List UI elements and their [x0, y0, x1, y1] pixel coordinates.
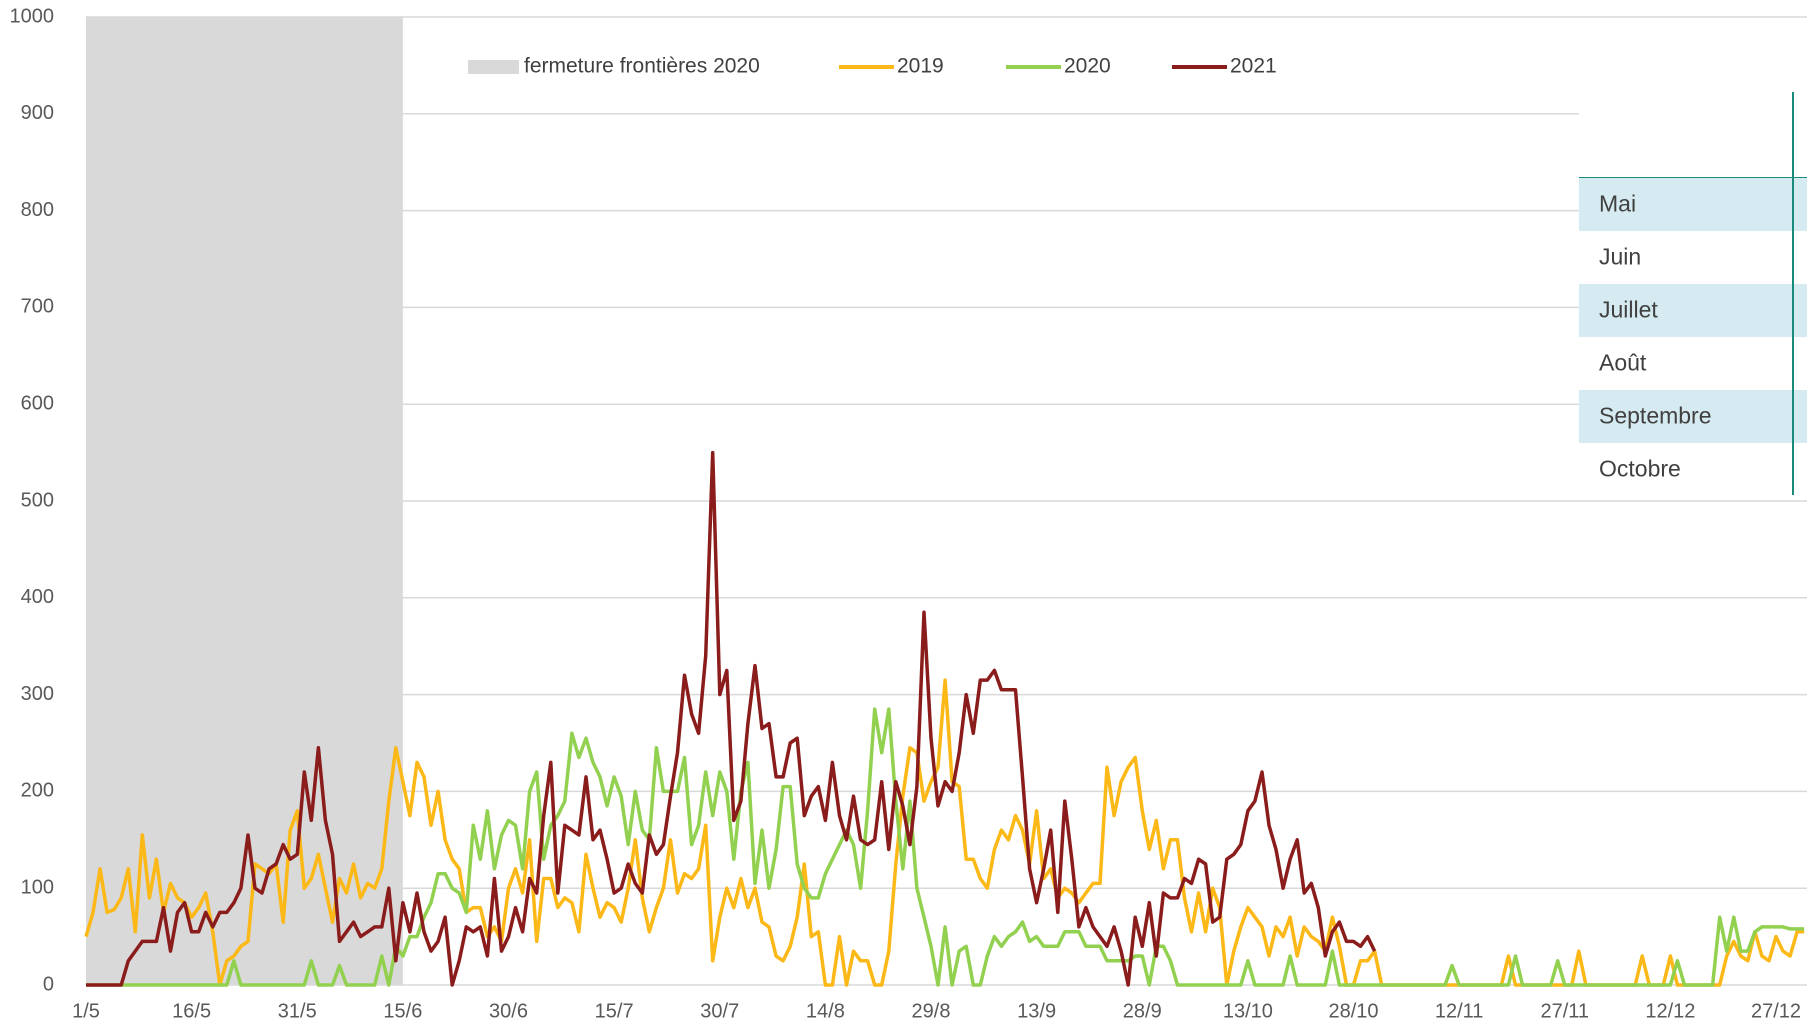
y-tick-label: 0: [43, 973, 54, 995]
table-cell: Septembre: [1599, 403, 1712, 429]
x-tick-label: 12/11: [1435, 1000, 1484, 1022]
legend-swatch: [468, 60, 519, 74]
y-tick-label: 400: [21, 586, 54, 608]
x-tick-label: 28/10: [1328, 1000, 1378, 1022]
x-tick-label: 15/7: [595, 1000, 634, 1022]
x-tick-label: 27/12: [1751, 1000, 1801, 1022]
x-tick-label: 12/12: [1645, 1000, 1695, 1022]
series-line: [86, 450, 1377, 987]
series-line: [86, 707, 1805, 987]
series-line: [84, 678, 1805, 987]
x-tick-label: 30/7: [700, 1000, 739, 1022]
table-cell: Mai: [1599, 191, 1636, 217]
x-tick-label: 28/9: [1123, 1000, 1162, 1022]
plot-area: 0 100 200 300 400 500 600 700 800 900 1000 1/5 16/5 3…: [10, 5, 1807, 1022]
y-tick-label: 500: [21, 489, 54, 511]
table-cell: Août: [1599, 350, 1647, 376]
legend-label: 2021: [1230, 55, 1277, 78]
x-tick-label: 1/5: [72, 1000, 100, 1022]
y-tick-label: 700: [21, 296, 54, 318]
legend-label: 2020: [1064, 55, 1111, 78]
month-table: Mai Juin Juillet Août Septembre Octobre: [1579, 92, 1807, 497]
y-tick-label: 600: [21, 392, 54, 414]
x-tick-label: 13/9: [1017, 1000, 1056, 1022]
x-tick-label: 29/8: [912, 1000, 951, 1022]
y-tick-label: 300: [21, 683, 54, 705]
x-tick-label: 30/6: [489, 1000, 528, 1022]
table-row-band: [1579, 390, 1807, 443]
y-tick-label: 1000: [10, 5, 55, 27]
y-tick-label: 200: [21, 780, 54, 802]
x-tick-label: 27/11: [1540, 1000, 1589, 1022]
legend-label: 2019: [897, 55, 944, 78]
table-row-band: [1579, 284, 1807, 337]
y-tick-label: 800: [21, 199, 54, 221]
y-tick-label: 900: [21, 102, 54, 124]
legend: fermeture frontières 2020 2019 2020 2021: [468, 55, 1277, 78]
x-tick-label: 15/6: [383, 1000, 422, 1022]
table-cell: Juin: [1599, 244, 1641, 270]
x-tick-label: 31/5: [278, 1000, 317, 1022]
x-tick-label: 13/10: [1223, 1000, 1273, 1022]
x-tick-label: 16/5: [172, 1000, 211, 1022]
legend-label: fermeture frontières 2020: [524, 55, 760, 78]
table-cell: Octobre: [1599, 456, 1681, 482]
y-tick-label: 100: [21, 876, 54, 898]
table-row-band: [1579, 178, 1807, 231]
x-tick-label: 14/8: [806, 1000, 845, 1022]
table-cell: Juillet: [1599, 297, 1658, 323]
